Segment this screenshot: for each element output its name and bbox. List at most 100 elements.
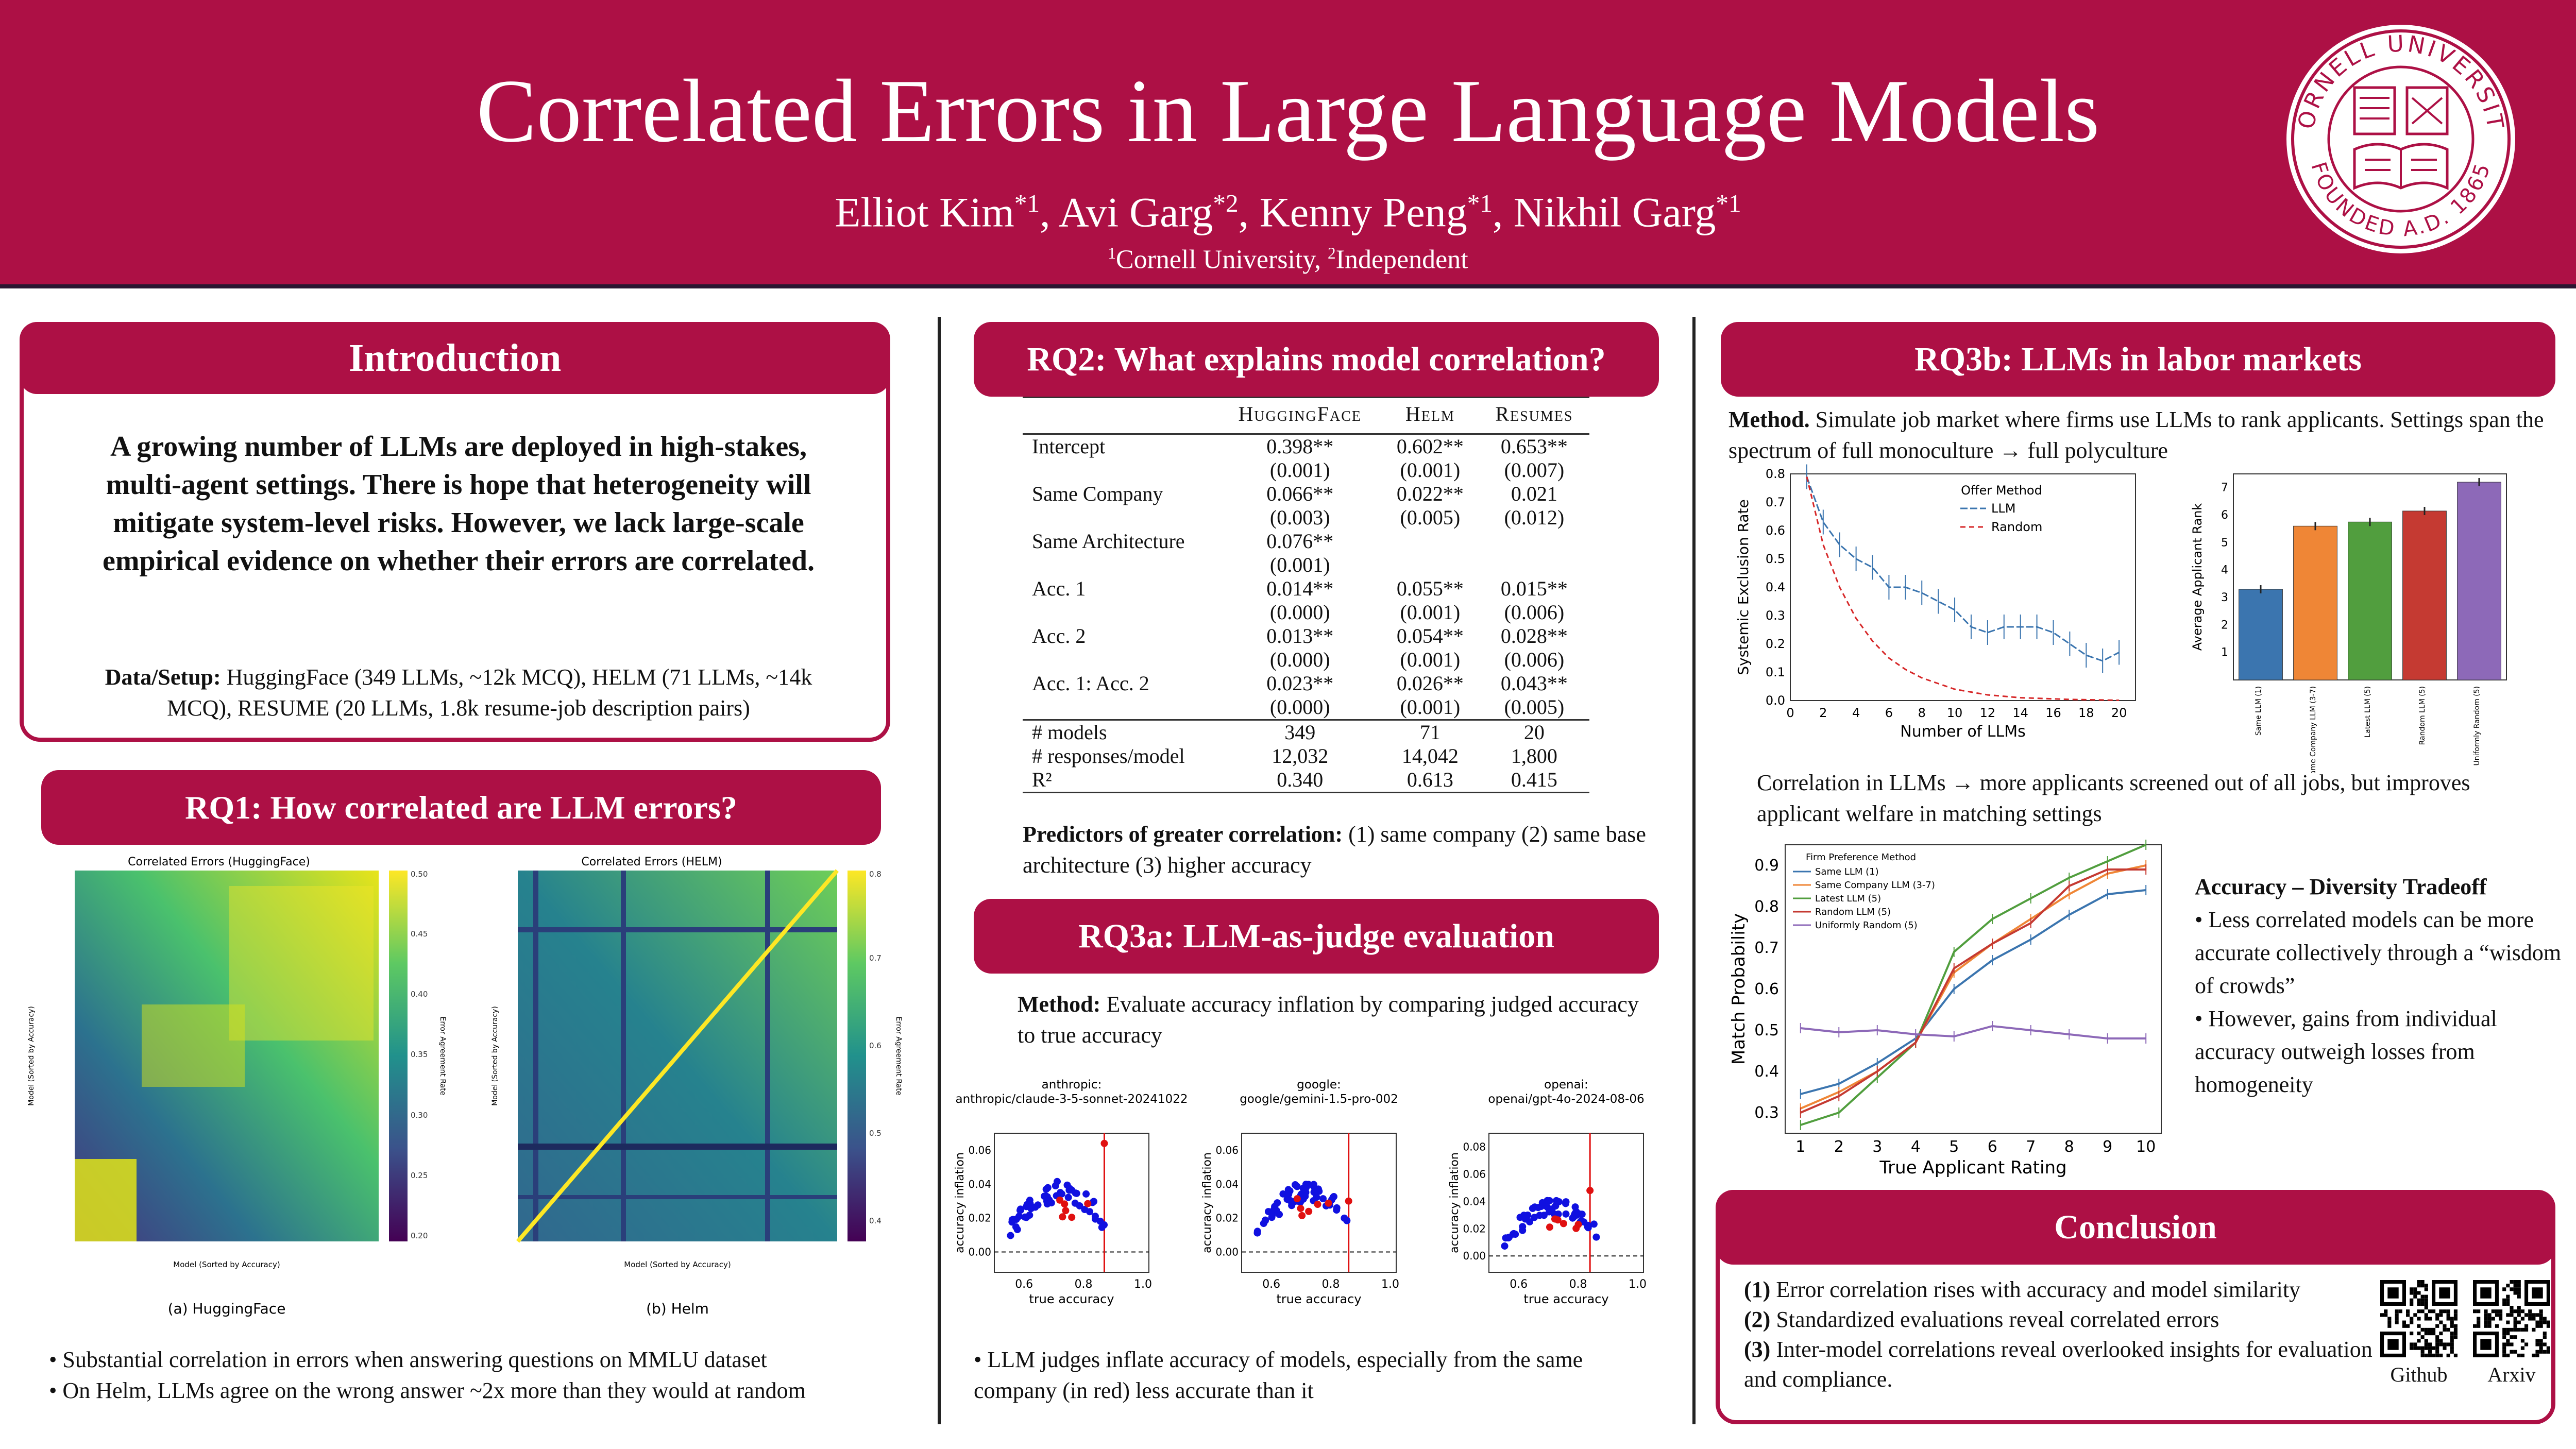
row-label: # models	[1023, 719, 1219, 744]
series-line-random	[1806, 476, 2120, 701]
x-axis-label: true accuracy	[1276, 1292, 1361, 1306]
author-name: Kenny Peng	[1259, 189, 1467, 236]
y-tick-label: 0.04	[968, 1178, 991, 1190]
table-cell: 0.028**	[1500, 624, 1568, 647]
scatter-point	[1076, 1202, 1083, 1209]
table-cell: 0.340	[1218, 768, 1381, 793]
tradeoff-box: Accuracy – Diversity Tradeoff • Less cor…	[2195, 871, 2576, 1101]
y-axis-label: Match Probability	[1731, 913, 1749, 1065]
y-tick-label: 0.00	[1215, 1246, 1239, 1258]
table-cell-se: (0.000)	[1269, 695, 1330, 719]
table-row-se: (0.001)	[1023, 553, 1589, 577]
scatter-point	[1310, 1182, 1317, 1190]
y-tick-label: 0.4	[1766, 580, 1785, 594]
rq3a-bullet: • LLM judges inflate accuracy of models,…	[974, 1347, 1583, 1403]
table-cell: 349	[1218, 719, 1381, 744]
table-col-header: HuggingFace	[1238, 402, 1362, 425]
table-cell: 0.043**	[1500, 672, 1568, 695]
item-number: (1)	[1744, 1277, 1771, 1302]
heatmap-stripe	[518, 927, 837, 932]
scatter-point-same-company	[1305, 1207, 1313, 1215]
scatter-point	[1007, 1232, 1014, 1239]
table-cell	[1381, 530, 1479, 553]
table-row: Acc. 1 0.014** 0.055** 0.015**	[1023, 577, 1589, 601]
scatter-point-same-company	[1293, 1195, 1301, 1203]
github-qr-code[interactable]	[2380, 1280, 2458, 1357]
table-cell: 0.021	[1511, 482, 1557, 505]
scatter-point	[1519, 1223, 1527, 1231]
y-tick-label: 0.04	[1215, 1178, 1239, 1190]
y-tick-label: 0.02	[968, 1212, 991, 1224]
table-cell-se: (0.001)	[1400, 458, 1461, 482]
bullet-item: • Substantial correlation in errors when…	[49, 1347, 767, 1372]
x-tick-label: Same Company LLM (3-7)	[2309, 686, 2317, 773]
cbar-tick: 0.7	[869, 953, 882, 963]
scatter-point	[1274, 1199, 1281, 1207]
item-text: Inter-model correlations reveal overlook…	[1744, 1337, 2372, 1392]
rq3a-method: Method: Evaluate accuracy inflation by c…	[1018, 989, 1651, 1051]
panel-subtitle: google/gemini-1.5-pro-002	[1240, 1093, 1398, 1106]
y-tick-label: 0.6	[1766, 523, 1785, 538]
plot-frame	[1488, 1133, 1644, 1273]
y-tick-label: 0.2	[1766, 637, 1785, 651]
bullet-text: LLM judges inflate accuracy of models, e…	[974, 1347, 1583, 1403]
y-tick-label: 0.04	[1463, 1195, 1486, 1207]
row-label: Acc. 1	[1032, 577, 1086, 600]
x-tick-label: 5	[1949, 1138, 1959, 1156]
y-tick-label: 0.4	[1754, 1063, 1779, 1081]
author-affil-mark: *2	[1213, 189, 1239, 217]
legend-label: Same LLM (1)	[1815, 866, 1879, 877]
bullet-text: Less correlated models can be more accur…	[2195, 907, 2562, 998]
x-tick-label: 1.0	[1381, 1278, 1399, 1291]
table-cell: 0.602**	[1381, 433, 1479, 458]
table-cell: 0.026**	[1396, 672, 1464, 695]
table-cell-se: (0.007)	[1504, 458, 1565, 482]
bar	[2348, 521, 2392, 680]
table-cell: 0.022**	[1396, 482, 1464, 505]
data-setup-text: HuggingFace (349 LLMs, ~12k MCQ), HELM (…	[167, 664, 812, 721]
legend-label: LLM	[1991, 501, 2015, 516]
table-cell: 0.014**	[1266, 577, 1334, 600]
x-axis-label: true accuracy	[1029, 1292, 1114, 1306]
item-text: Error correlation rises with accuracy an…	[1776, 1277, 2301, 1302]
heatmap-caption: (b) Helm	[646, 1300, 709, 1317]
bar	[2293, 525, 2337, 680]
poster-title: Correlated Errors in Large Language Mode…	[476, 61, 2100, 161]
arxiv-qr-code[interactable]	[2473, 1280, 2550, 1357]
table-col-header: Helm	[1405, 402, 1455, 425]
scatter-point	[1544, 1197, 1551, 1204]
scatter-point-same-company	[1056, 1196, 1064, 1204]
table-cell: 0.076**	[1266, 530, 1334, 553]
author-name: Avi Garg	[1058, 189, 1213, 236]
x-tick-label: Uniformly Random (5)	[2473, 686, 2481, 766]
x-tick-label: 4	[1852, 706, 1860, 720]
intro-data-setup: Data/Setup: HuggingFace (349 LLMs, ~12k …	[72, 662, 845, 724]
y-tick-label: 0.6	[1754, 980, 1779, 998]
y-tick-label: 0.9	[1754, 857, 1779, 875]
table-row-se: (0.000) (0.001) (0.005)	[1023, 695, 1589, 720]
heatmap-stripe	[621, 871, 626, 1241]
panel-subtitle: anthropic/claude-3-5-sonnet-20241022	[955, 1093, 1188, 1106]
scatter-point	[1552, 1202, 1560, 1210]
x-tick-label: 0.6	[1015, 1278, 1033, 1291]
applicant-rank-chart: 1 2 3 4 5 6 7 Average Applicant Rank Same LLM (1…	[2190, 473, 2507, 773]
x-tick-label: 7	[2026, 1138, 2036, 1156]
scatter-point	[1520, 1212, 1528, 1219]
x-tick-label: 12	[1980, 706, 1996, 720]
predictors-text: (1) same company (2) same base architect…	[1023, 822, 1646, 878]
heatmap-ylabel: Model (Sorted by Accuracy)	[27, 1006, 36, 1106]
exclusion-rate-chart: 0 2 4 6 8 10 12 14 16 18 20 0.0 0.1 0.2 0.3 0.4 0.5 0.6 0.…	[1735, 464, 2136, 741]
row-label: Same Architecture	[1032, 530, 1185, 553]
heatmap-caption: (a) HuggingFace	[168, 1300, 286, 1317]
rq1-bullets: • Substantial correlation in errors when…	[49, 1344, 925, 1406]
scatter-point	[1013, 1225, 1021, 1233]
affil-mark: 2	[1328, 244, 1336, 262]
legend-label: Random	[1991, 520, 2042, 534]
scatter-point	[1063, 1181, 1071, 1189]
table-cell-se: (0.001)	[1400, 648, 1461, 671]
x-tick-label: 8	[2064, 1138, 2074, 1156]
table-row-se: (0.000) (0.001) (0.006)	[1023, 601, 1589, 624]
series-line	[1800, 864, 2146, 1110]
table-header-row: HuggingFace Helm Resumes	[1023, 397, 1589, 434]
series-line	[1800, 1025, 2146, 1039]
